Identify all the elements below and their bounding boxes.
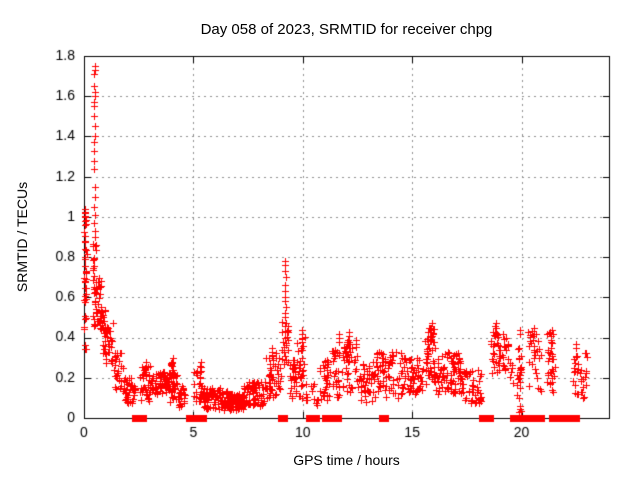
chart-title: Day 058 of 2023, SRMTID for receiver chp… [200, 21, 493, 38]
x-axis-label: GPS time / hours [293, 452, 400, 468]
y-axis-label: SRMTID / TECUs [14, 181, 30, 293]
